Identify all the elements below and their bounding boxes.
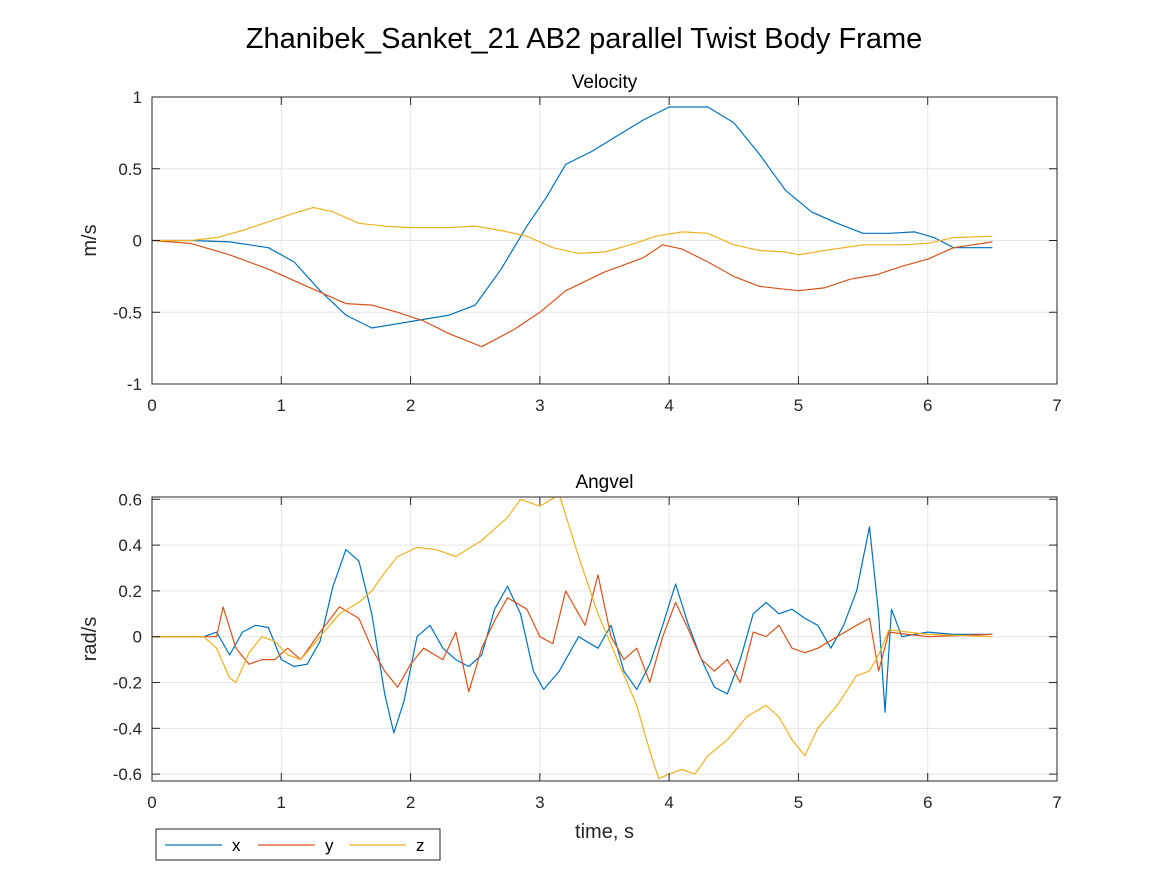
velocity-series-z-line [152,206,993,256]
velocity-ytick-label: 0.5 [118,160,142,179]
velocity-xtick-label: 4 [664,396,673,415]
angvel-ytick-label: 0 [133,628,142,647]
velocity-xtick-label: 2 [406,396,415,415]
angvel-axes-frame [151,496,1058,782]
angvel-title: Angvel [575,472,633,493]
angvel-plot-area [152,497,1057,781]
angvel-xlabel: time, s [575,821,634,843]
legend-label-x: x [232,836,241,855]
angvel-series-x-line [152,526,993,734]
legend[interactable]: x y z [155,828,441,861]
velocity-series-x-line [152,106,993,329]
angvel-ytick-label: -0.6 [113,765,142,784]
velocity-ytick-label: 0 [133,232,142,251]
angvel-xtick-label: 0 [147,793,156,812]
angvel-series-y-line [152,574,993,693]
velocity-title: Velocity [572,72,638,93]
legend-label-z: z [416,836,425,855]
angvel-ytick-label: -0.2 [113,674,142,693]
figure-title: Zhanibek_Sanket_21 AB2 parallel Twist Bo… [246,23,923,55]
angvel-xtick-label: 1 [277,793,286,812]
angvel-xtick-label: 6 [923,793,932,812]
velocity-xtick-label: 6 [923,396,932,415]
angvel-xtick-label: 5 [794,793,803,812]
angvel-ytick-label: 0.4 [118,536,142,555]
angvel-xtick-label: 7 [1052,793,1061,812]
angvel-ytick-label: -0.4 [113,719,142,738]
velocity-ytick-label: -0.5 [113,303,142,322]
velocity-ytick-label: -1 [127,375,142,394]
velocity-xtick-label: 3 [535,396,544,415]
angvel-xtick-label: 3 [535,793,544,812]
angvel-xtick-label: 4 [664,793,673,812]
velocity-ytick-label: 1 [133,88,142,107]
angvel-ylabel: rad/s [79,617,101,661]
velocity-axes: 0 1 2 3 4 5 6 7 -1 -0.5 0 0.5 1 Velocity m/s [79,72,1062,415]
angvel-ytick-label: 0.2 [118,582,142,601]
velocity-xtick-label: 0 [147,396,156,415]
angvel-series-z-line [152,497,993,780]
angvel-xtick-label: 2 [406,793,415,812]
velocity-xtick-label: 7 [1052,396,1061,415]
velocity-xtick-label: 5 [794,396,803,415]
velocity-xtick-label: 1 [277,396,286,415]
velocity-series-y-line [152,239,993,348]
angvel-axes: 0 1 2 3 4 5 6 7 -0.6 -0.4 -0.2 0 0.2 0.4 0.6 Angvel rad/… [79,472,1062,843]
legend-label-y: y [325,836,334,855]
velocity-ylabel: m/s [79,224,101,256]
angvel-ytick-label: 0.6 [118,490,142,509]
